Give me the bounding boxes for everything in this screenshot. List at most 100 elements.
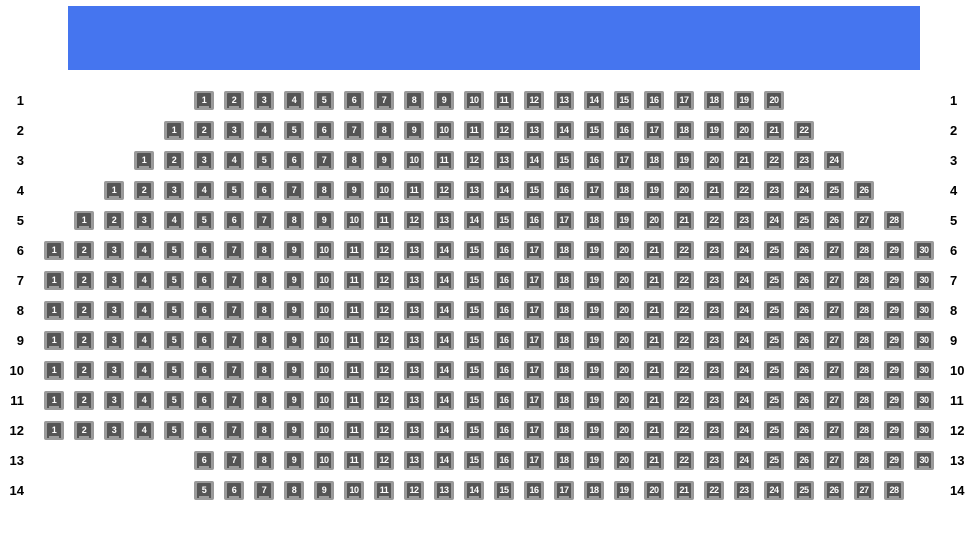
seat[interactable]: 20 [614, 391, 634, 410]
seat[interactable]: 29 [884, 391, 904, 410]
seat[interactable]: 25 [764, 361, 784, 380]
seat[interactable]: 5 [254, 151, 274, 170]
seat[interactable]: 20 [614, 331, 634, 350]
seat[interactable]: 17 [524, 361, 544, 380]
seat[interactable]: 6 [314, 121, 334, 140]
seat[interactable]: 18 [584, 481, 604, 500]
seat[interactable]: 5 [284, 121, 304, 140]
seat[interactable]: 14 [464, 481, 484, 500]
seat[interactable]: 8 [284, 481, 304, 500]
seat[interactable]: 11 [344, 421, 364, 440]
seat[interactable]: 20 [614, 271, 634, 290]
seat[interactable]: 28 [884, 481, 904, 500]
seat[interactable]: 16 [494, 271, 514, 290]
seat[interactable]: 26 [794, 271, 814, 290]
seat[interactable]: 21 [644, 271, 664, 290]
seat[interactable]: 21 [734, 151, 754, 170]
seat[interactable]: 9 [434, 91, 454, 110]
seat[interactable]: 3 [104, 361, 124, 380]
seat[interactable]: 21 [644, 331, 664, 350]
seat[interactable]: 4 [134, 241, 154, 260]
seat[interactable]: 6 [194, 421, 214, 440]
seat[interactable]: 19 [674, 151, 694, 170]
seat[interactable]: 7 [224, 421, 244, 440]
seat[interactable]: 21 [644, 361, 664, 380]
seat[interactable]: 11 [434, 151, 454, 170]
seat[interactable]: 27 [824, 391, 844, 410]
seat[interactable]: 10 [314, 241, 334, 260]
seat[interactable]: 2 [74, 301, 94, 320]
seat[interactable]: 9 [344, 181, 364, 200]
seat[interactable]: 28 [854, 451, 874, 470]
seat[interactable]: 4 [134, 421, 154, 440]
seat[interactable]: 29 [884, 361, 904, 380]
seat[interactable]: 24 [734, 241, 754, 260]
seat[interactable]: 20 [674, 181, 694, 200]
seat[interactable]: 29 [884, 331, 904, 350]
seat[interactable]: 6 [194, 451, 214, 470]
seat[interactable]: 1 [44, 301, 64, 320]
seat[interactable]: 19 [584, 451, 604, 470]
seat[interactable]: 26 [794, 361, 814, 380]
seat[interactable]: 1 [44, 361, 64, 380]
seat[interactable]: 6 [344, 91, 364, 110]
seat[interactable]: 17 [524, 271, 544, 290]
seat[interactable]: 21 [764, 121, 784, 140]
seat[interactable]: 8 [404, 91, 424, 110]
seat[interactable]: 23 [764, 181, 784, 200]
seat[interactable]: 21 [644, 301, 664, 320]
seat[interactable]: 1 [44, 271, 64, 290]
seat[interactable]: 12 [374, 451, 394, 470]
seat[interactable]: 18 [554, 391, 574, 410]
seat[interactable]: 7 [224, 241, 244, 260]
seat[interactable]: 21 [644, 391, 664, 410]
seat[interactable]: 14 [434, 451, 454, 470]
seat[interactable]: 3 [104, 331, 124, 350]
seat[interactable]: 15 [464, 451, 484, 470]
seat[interactable]: 13 [404, 271, 424, 290]
seat[interactable]: 17 [524, 331, 544, 350]
seat[interactable]: 18 [704, 91, 724, 110]
seat[interactable]: 16 [494, 331, 514, 350]
seat[interactable]: 12 [374, 361, 394, 380]
seat[interactable]: 12 [494, 121, 514, 140]
seat[interactable]: 4 [134, 331, 154, 350]
seat[interactable]: 28 [854, 271, 874, 290]
seat[interactable]: 13 [494, 151, 514, 170]
seat[interactable]: 1 [164, 121, 184, 140]
seat[interactable]: 6 [194, 301, 214, 320]
seat[interactable]: 15 [494, 481, 514, 500]
seat[interactable]: 11 [374, 211, 394, 230]
seat[interactable]: 13 [404, 331, 424, 350]
seat[interactable]: 27 [824, 331, 844, 350]
seat[interactable]: 26 [854, 181, 874, 200]
seat[interactable]: 21 [644, 241, 664, 260]
seat[interactable]: 19 [584, 361, 604, 380]
seat[interactable]: 22 [674, 271, 694, 290]
seat[interactable]: 14 [434, 421, 454, 440]
seat[interactable]: 25 [824, 181, 844, 200]
seat[interactable]: 26 [794, 391, 814, 410]
seat[interactable]: 6 [194, 331, 214, 350]
seat[interactable]: 14 [464, 211, 484, 230]
seat[interactable]: 20 [644, 481, 664, 500]
seat[interactable]: 25 [764, 331, 784, 350]
seat[interactable]: 15 [464, 421, 484, 440]
seat[interactable]: 17 [614, 151, 634, 170]
seat[interactable]: 3 [134, 211, 154, 230]
seat[interactable]: 11 [494, 91, 514, 110]
seat[interactable]: 8 [254, 391, 274, 410]
seat[interactable]: 11 [374, 481, 394, 500]
seat[interactable]: 3 [104, 391, 124, 410]
seat[interactable]: 28 [854, 331, 874, 350]
seat[interactable]: 6 [224, 481, 244, 500]
seat[interactable]: 13 [404, 301, 424, 320]
seat[interactable]: 10 [374, 181, 394, 200]
seat[interactable]: 14 [434, 271, 454, 290]
seat[interactable]: 21 [644, 451, 664, 470]
seat[interactable]: 22 [674, 361, 694, 380]
seat[interactable]: 9 [284, 301, 304, 320]
seat[interactable]: 8 [254, 331, 274, 350]
seat[interactable]: 27 [824, 241, 844, 260]
seat[interactable]: 23 [704, 451, 724, 470]
